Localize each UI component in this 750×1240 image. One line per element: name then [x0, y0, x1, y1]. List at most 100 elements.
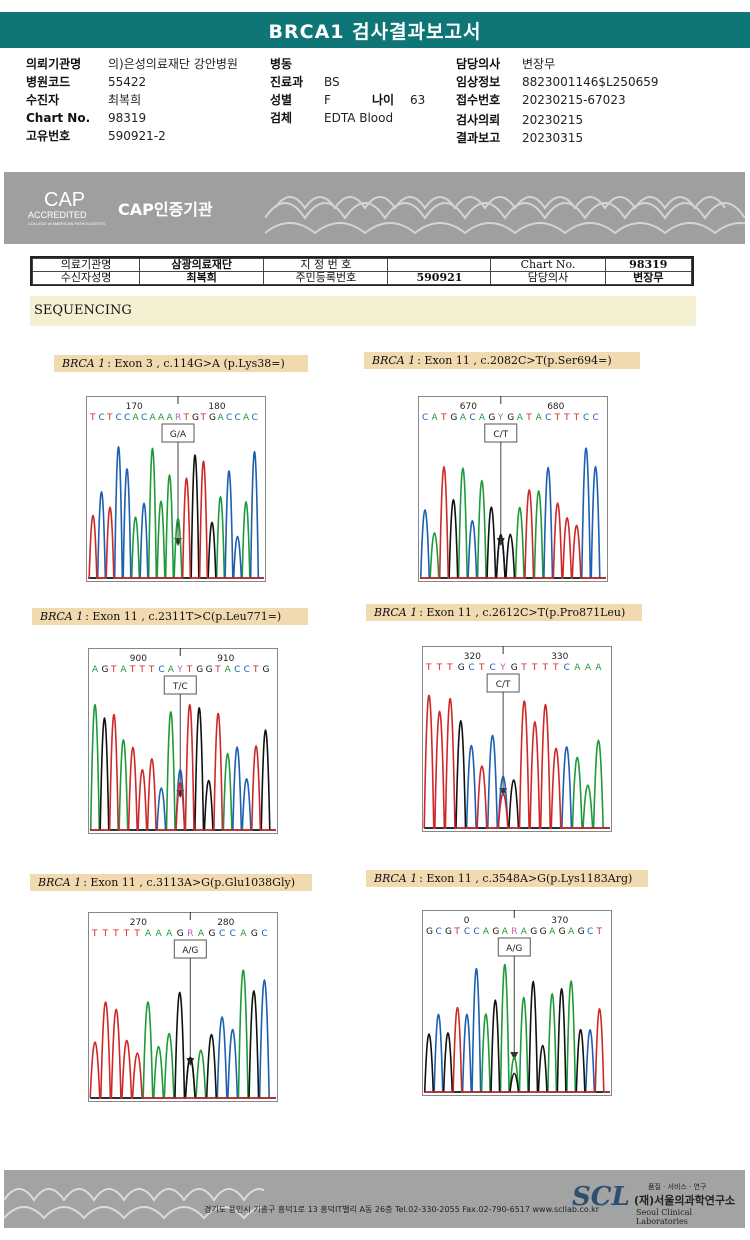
position-label: 680: [547, 402, 564, 412]
base-letter: T: [129, 665, 136, 675]
base-letter: T: [573, 413, 580, 423]
table-cell: 수신자성명: [31, 271, 141, 285]
gene-name: BRCA 1: [374, 606, 418, 619]
base-letter: G: [559, 927, 566, 937]
base-letter: C: [230, 929, 236, 939]
variant-call: A/G: [182, 946, 198, 956]
base-letter: Y: [176, 665, 183, 675]
base-letter: A: [568, 927, 575, 937]
table-cell: 주민등록번호: [263, 271, 389, 285]
info-value: 최복희: [108, 93, 142, 107]
info-value: BS: [324, 75, 340, 89]
base-letter: A: [585, 663, 592, 673]
base-letter: A: [156, 929, 163, 939]
info-label: Chart No.: [26, 111, 91, 125]
table-cell: 변장무: [604, 271, 693, 285]
trace-t: [88, 460, 264, 579]
base-letter: T: [596, 927, 603, 937]
base-letter: T: [478, 663, 485, 673]
trace-g: [423, 980, 610, 1093]
gene-name: BRCA 1: [40, 610, 84, 623]
variant-call: G/A: [170, 430, 187, 440]
variant-desc: : Exon 11 , c.3113A>G(p.Glu1038Gly): [83, 876, 295, 889]
variant-caption: BRCA 1: Exon 11 , c.3113A>G(p.Glu1038Gly…: [30, 874, 312, 891]
variant-desc: : Exon 11 , c.2612C>T(p.Pro871Leu): [419, 606, 626, 619]
base-letter: A: [225, 665, 232, 675]
table-cell: 최복희: [139, 271, 265, 285]
info-value: F: [324, 93, 331, 107]
base-letter: A: [150, 413, 157, 423]
info-label: 성별: [270, 93, 293, 107]
variant-desc: : Exon 11 , c.2311T>C(p.Leu771=): [85, 610, 282, 623]
position-label: 280: [217, 918, 234, 928]
position-label: 900: [130, 654, 147, 664]
trace-a: [88, 447, 264, 579]
gene-name: BRCA 1: [62, 357, 106, 370]
variant-desc: : Exon 3 , c.114G>A (p.Lys38=): [107, 357, 285, 370]
base-letter: T: [89, 413, 96, 423]
base-letter: G: [101, 665, 108, 675]
trace-g: [420, 499, 606, 579]
base-letter: G: [488, 413, 495, 423]
info-value: 변장무: [522, 57, 556, 71]
arrow-head-icon: [186, 1058, 195, 1066]
base-letter: A: [431, 413, 438, 423]
base-letter: A: [521, 927, 528, 937]
table-cell: 98319: [604, 258, 693, 272]
variant-call: C/T: [493, 430, 508, 440]
base-letter: C: [141, 413, 147, 423]
base-letter: T: [446, 663, 453, 673]
base-letter: R: [187, 929, 193, 939]
info-value: 20230315: [522, 131, 584, 145]
info-label: 진료과: [270, 75, 304, 89]
trace-g: [90, 707, 276, 831]
cap-logo-sub: ACCREDITED: [28, 210, 87, 220]
base-letter: C: [564, 663, 570, 673]
variant-caption: BRCA 1: Exon 11 , c.2311T>C(p.Leu771=): [32, 608, 308, 625]
base-letter: A: [243, 413, 250, 423]
base-letter: T: [436, 663, 443, 673]
base-letter: G: [263, 665, 270, 675]
info-label: 병원코드: [26, 75, 71, 89]
cloud-pattern-icon: [4, 1188, 264, 1220]
base-letter: C: [435, 927, 441, 937]
base-letter: A: [549, 927, 556, 937]
base-letter: C: [473, 927, 479, 937]
trace-g: [88, 454, 264, 579]
base-letter: G: [450, 413, 457, 423]
gene-name: BRCA 1: [38, 876, 82, 889]
base-letter: G: [192, 413, 199, 423]
base-letter: A: [240, 929, 247, 939]
info-col-3: 담당의사 변장무 임상정보 8823001146$L250659 접수번호 20230…: [456, 55, 658, 147]
position-label: 670: [460, 402, 477, 412]
info-col-2: 병동 진료과 BS 성별 F 나이 63 검체 EDTA Blood: [270, 55, 425, 127]
base-letter: G: [208, 929, 215, 939]
base-letter: T: [148, 665, 155, 675]
age-label: 나이: [372, 93, 395, 107]
base-letter: G: [251, 929, 258, 939]
info-value: 98319: [108, 111, 147, 125]
base-letter: A: [92, 665, 99, 675]
footer: 경기도 용인시 기흥구 흥덕1로 13 흥덕IT밸리 A동 26층 Tel.02…: [4, 1170, 745, 1228]
info-label: 수진자: [26, 93, 60, 107]
table-cell: [387, 258, 492, 272]
base-letter: T: [123, 929, 130, 939]
info-value: 590921-2: [108, 129, 166, 143]
base-letter: T: [252, 665, 259, 675]
base-letter: T: [541, 663, 548, 673]
base-letter: T: [425, 663, 432, 673]
variant-call: C/T: [496, 680, 511, 690]
info-label: 의뢰기관명: [26, 57, 82, 71]
base-letter: G: [540, 927, 547, 937]
variant-desc: : Exon 11 , c.2082C>T(p.Ser694=): [417, 354, 612, 367]
age-value: 63: [410, 93, 426, 107]
base-letter: C: [261, 929, 267, 939]
base-letter: T: [91, 929, 98, 939]
info-label: 담당의사: [456, 57, 501, 71]
info-value: 55422: [108, 75, 147, 89]
base-letter: A: [479, 413, 486, 423]
base-letter: C: [583, 413, 589, 423]
info-value: 20230215: [522, 113, 584, 127]
report-title: BRCA1 검사결과보고서: [0, 12, 750, 48]
